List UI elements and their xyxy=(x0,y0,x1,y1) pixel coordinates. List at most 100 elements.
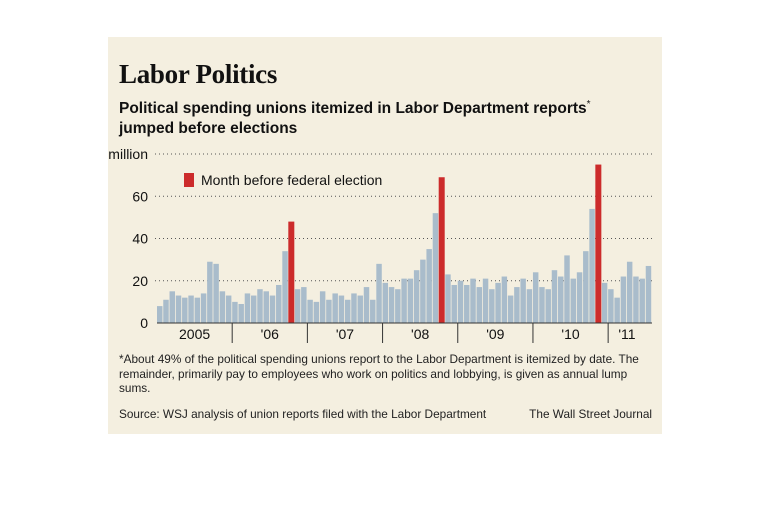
bar xyxy=(163,299,169,323)
bar xyxy=(413,270,420,323)
bar xyxy=(407,278,414,323)
bar xyxy=(219,291,226,323)
bar xyxy=(464,284,470,323)
bar xyxy=(495,282,501,323)
bar xyxy=(633,276,639,323)
bar xyxy=(445,274,451,323)
bar xyxy=(388,287,395,323)
bar xyxy=(382,282,389,323)
bar xyxy=(376,263,382,323)
bar xyxy=(351,293,357,323)
bar xyxy=(489,289,495,323)
x-tick-label: '08 xyxy=(411,326,429,342)
bar xyxy=(451,284,457,323)
election-bar xyxy=(438,177,445,323)
bar xyxy=(608,289,614,323)
bar xyxy=(401,278,407,323)
y-tick-label: 20 xyxy=(132,273,148,289)
x-tick-label: '10 xyxy=(561,326,579,342)
bar xyxy=(420,259,426,323)
bar xyxy=(276,284,282,323)
bar xyxy=(370,299,376,323)
bar xyxy=(182,297,188,323)
election-bar xyxy=(595,164,602,323)
bar xyxy=(589,208,595,323)
bar xyxy=(470,278,476,323)
y-tick-label: 60 xyxy=(132,188,148,204)
bar xyxy=(213,263,219,323)
bar xyxy=(620,276,627,323)
x-tick-label: '07 xyxy=(336,326,354,342)
bar xyxy=(395,289,401,323)
bar xyxy=(338,295,345,323)
legend-label: Month before federal election xyxy=(201,172,382,188)
bar xyxy=(257,289,263,323)
bar xyxy=(282,251,288,323)
x-tick-label: '06 xyxy=(261,326,279,342)
bar xyxy=(558,276,564,323)
bar xyxy=(301,287,307,323)
bar xyxy=(232,301,238,323)
bar xyxy=(313,301,320,323)
bar xyxy=(601,282,608,323)
bar xyxy=(457,280,464,323)
bar xyxy=(564,255,570,323)
x-tick-label: '11 xyxy=(618,326,635,342)
bar xyxy=(319,291,326,323)
bar xyxy=(614,297,620,323)
bar xyxy=(482,278,489,323)
bar xyxy=(169,291,175,323)
chart-card: Labor Politics Political spending unions… xyxy=(108,37,662,434)
subtitle-line2: jumped before elections xyxy=(119,120,298,138)
bar xyxy=(476,287,483,323)
subtitle-footnote-mark: * xyxy=(586,99,591,110)
bar xyxy=(432,213,439,323)
chart-subtitle: Political spending unions itemized in La… xyxy=(119,95,639,139)
bar xyxy=(426,249,432,323)
bar xyxy=(357,295,363,323)
bar xyxy=(225,295,232,323)
bar xyxy=(514,287,520,323)
bar xyxy=(244,293,251,323)
bar xyxy=(188,295,194,323)
bar xyxy=(576,272,583,323)
footnote: *About 49% of the political spending uni… xyxy=(119,352,639,395)
bar xyxy=(626,261,633,323)
bar xyxy=(344,299,351,323)
election-bar xyxy=(288,221,295,323)
x-tick-label: '09 xyxy=(486,326,504,342)
bar xyxy=(263,291,269,323)
bar xyxy=(539,287,545,323)
bar xyxy=(507,295,514,323)
bar xyxy=(175,295,182,323)
bar xyxy=(526,289,533,323)
bar xyxy=(520,278,526,323)
bar xyxy=(269,295,276,323)
bar xyxy=(250,295,257,323)
subtitle-line1: Political spending unions itemized in La… xyxy=(119,100,587,118)
x-tick-label: 2005 xyxy=(179,326,210,342)
bar xyxy=(307,299,313,323)
bar xyxy=(645,265,652,323)
source-note: Source: WSJ analysis of union reports fi… xyxy=(119,407,487,421)
bar xyxy=(570,278,577,323)
bar xyxy=(200,293,207,323)
bar-chart: 0 20 40 60 $80 million 2005 '06 '07 '08 '09 '10 '11… xyxy=(108,146,652,343)
bar xyxy=(326,299,332,323)
bar xyxy=(551,270,558,323)
bar xyxy=(207,261,213,323)
y-tick-label: 40 xyxy=(132,231,148,247)
bar xyxy=(532,272,539,323)
bar xyxy=(238,303,244,323)
bar xyxy=(363,287,370,323)
legend-swatch xyxy=(184,173,194,187)
y-tick-label: 0 xyxy=(140,315,148,331)
bar xyxy=(639,278,645,323)
chart-title: Labor Politics xyxy=(119,59,278,89)
bar xyxy=(157,306,163,323)
credit: The Wall Street Journal xyxy=(529,407,652,421)
y-tick-label: $80 million xyxy=(108,146,148,162)
bar xyxy=(545,289,551,323)
bar xyxy=(294,289,301,323)
bar xyxy=(332,293,338,323)
